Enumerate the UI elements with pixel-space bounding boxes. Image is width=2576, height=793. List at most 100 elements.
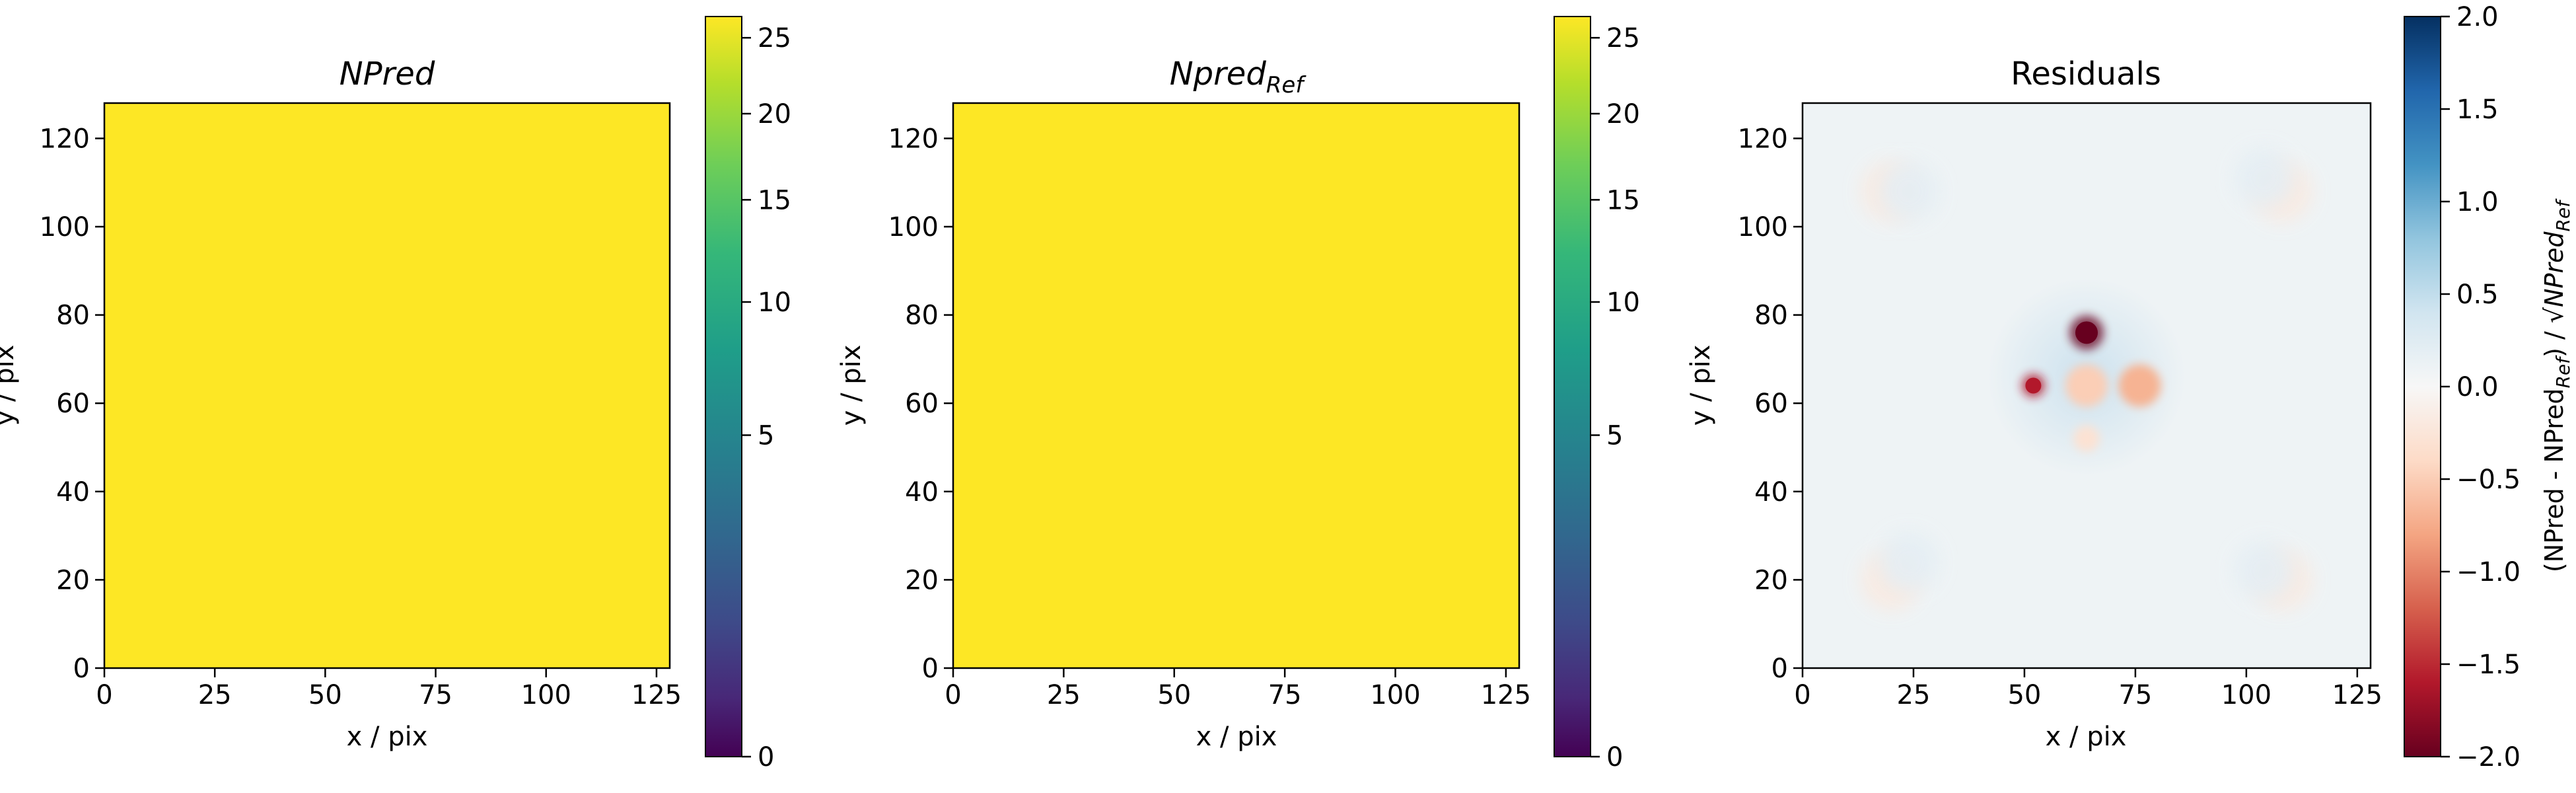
npred-ref-y-axis-label: y / pix xyxy=(836,345,867,426)
npred-ref-y-tick-label: 120 xyxy=(888,124,939,154)
residuals-x-tick-label: 0 xyxy=(1794,680,1810,710)
residuals-y-tick-label: 0 xyxy=(1771,654,1788,684)
npred-ref-x-tick-label: 50 xyxy=(1157,680,1191,710)
npred-x-tick-label: 25 xyxy=(198,680,232,710)
npred-x-tick-label: 50 xyxy=(308,680,342,710)
npred-ref-axes-frame xyxy=(952,102,1521,669)
npred-colorbar-tick-label: 10 xyxy=(758,287,791,318)
npred-x-tick-label: 75 xyxy=(419,680,452,710)
residuals-colorbar-label: (NPred - NPredRef) / √NPredRef xyxy=(2540,198,2574,572)
npred-y-tick-label: 120 xyxy=(40,124,90,154)
npred-ref-colorbar-tick-label: 25 xyxy=(1606,23,1640,54)
residuals-feature-point xyxy=(2073,425,2100,452)
npred-colorbar-ticks: 0 5 10 15 20 25 xyxy=(742,23,791,773)
npred-ref-colorbar-tick-label: 15 xyxy=(1606,185,1640,215)
npred-ref-colorbar-tick-label: 0 xyxy=(1606,742,1623,773)
npred-ref-y-tick-label: 100 xyxy=(888,212,939,243)
npred-colorbar-tick-label: 5 xyxy=(758,421,774,451)
npred-x-tick-label: 125 xyxy=(631,680,682,710)
residuals-y-tick-label: 120 xyxy=(1738,124,1788,154)
residuals-feature-point xyxy=(2065,364,2108,407)
npred-ref-colorbar-tick-label: 10 xyxy=(1606,287,1640,318)
npred-image xyxy=(104,103,670,668)
residuals-y-tick-label: 80 xyxy=(1754,301,1788,331)
npred-ref-colorbar xyxy=(1554,16,1591,757)
npred-y-axis-label: y / pix xyxy=(0,345,20,426)
npred-ref-title: NpredRef xyxy=(1170,56,1307,98)
residuals-colorbar-tick-label: 0.0 xyxy=(2456,372,2499,402)
residuals-axes-frame xyxy=(1801,102,2372,669)
residuals-y-tick-label: 20 xyxy=(1754,565,1788,595)
residuals-feature-point xyxy=(1879,161,1939,221)
residuals-feature-point xyxy=(2025,377,2042,394)
residuals-colorbar-tick-label: 2.0 xyxy=(2456,2,2499,32)
npred-ref-x-tick-label: 125 xyxy=(1481,680,1531,710)
npred-ref-x-tick-label: 0 xyxy=(945,680,961,710)
residuals-colorbar-tick-label: 1.5 xyxy=(2456,94,2499,125)
npred-ref-x-tick-label: 75 xyxy=(1268,680,1302,710)
npred-x-axis-label: x / pix xyxy=(347,722,428,752)
residuals-x-tick-label: 50 xyxy=(2007,680,2041,710)
npred-ref-title-subscript: Ref xyxy=(1266,72,1307,98)
residuals-title: Residuals xyxy=(2011,56,2161,93)
residuals-x-tick-label: 125 xyxy=(2332,680,2382,710)
residuals-colorbar-tick-label: −1.5 xyxy=(2456,650,2521,680)
residuals-colorbar-tick-label: 1.0 xyxy=(2456,187,2499,217)
npred-x-ticks: 0 25 50 75 100 125 xyxy=(96,668,682,710)
npred-y-tick-label: 20 xyxy=(56,565,90,595)
residuals-feature-point xyxy=(2234,148,2294,208)
npred-title: NPred xyxy=(340,56,435,93)
npred-ref-y-ticks: 0 20 40 60 80 100 120 xyxy=(888,124,953,684)
residuals-feature-point xyxy=(2075,321,2098,344)
npred-ref-colorbar-tick-label: 20 xyxy=(1606,99,1640,130)
npred-axes-frame xyxy=(103,102,671,669)
npred-ref-y-tick-label: 0 xyxy=(922,654,939,684)
npred-colorbar-tick-label: 25 xyxy=(758,23,791,54)
npred-ref-x-ticks: 0 25 50 75 100 125 xyxy=(945,668,1531,710)
npred-x-tick-label: 100 xyxy=(521,680,571,710)
residuals-x-tick-label: 75 xyxy=(2118,680,2152,710)
residuals-features xyxy=(1861,148,2312,610)
npred-ref-x-tick-label: 25 xyxy=(1047,680,1081,710)
npred-colorbar-tick-label: 0 xyxy=(758,742,774,773)
residuals-x-tick-label: 25 xyxy=(1897,680,1931,710)
residuals-y-tick-label: 100 xyxy=(1738,212,1788,243)
npred-ref-y-tick-label: 40 xyxy=(905,477,939,508)
residuals-y-axis-label: y / pix xyxy=(1686,345,1716,426)
npred-y-tick-label: 80 xyxy=(56,301,90,331)
residuals-y-tick-label: 60 xyxy=(1754,389,1788,419)
npred-ref-colorbar-tick-label: 5 xyxy=(1606,421,1623,451)
residuals-colorbar xyxy=(2404,16,2441,757)
residuals-colorbar-label-text: (NPred - NPredRef) / √NPredRef xyxy=(2540,198,2574,572)
npred-x-tick-label: 0 xyxy=(96,680,112,710)
npred-ref-y-tick-label: 60 xyxy=(905,389,939,419)
npred-y-tick-label: 40 xyxy=(56,477,90,508)
npred-ref-x-tick-label: 100 xyxy=(1370,680,1420,710)
npred-ref-image xyxy=(953,103,1519,668)
npred-y-tick-label: 100 xyxy=(40,212,90,243)
residuals-x-ticks: 0 25 50 75 100 125 xyxy=(1794,668,2382,710)
residuals-colorbar-tick-label: −0.5 xyxy=(2456,465,2521,495)
npred-ref-title-main: Npred xyxy=(1170,56,1267,93)
residuals-feature-point xyxy=(2118,364,2161,407)
npred-colorbar xyxy=(705,16,742,757)
npred-y-tick-label: 60 xyxy=(56,389,90,419)
npred-y-tick-label: 0 xyxy=(73,654,90,684)
npred-ref-y-tick-label: 80 xyxy=(905,301,939,331)
npred-ref-y-tick-label: 20 xyxy=(905,565,939,595)
residuals-colorbar-tick-label: −1.0 xyxy=(2456,557,2521,587)
residuals-feature-point xyxy=(2234,541,2294,601)
residuals-y-tick-label: 40 xyxy=(1754,477,1788,508)
residuals-colorbar-ticks: 2.0 1.5 1.0 0.5 0.0 −0.5 −1.0 −1.5 −2.0 xyxy=(2441,2,2521,773)
npred-ref-x-axis-label: x / pix xyxy=(1196,722,1277,752)
npred-ref-colorbar-ticks: 0 5 10 15 20 25 xyxy=(1591,23,1640,773)
residuals-x-axis-label: x / pix xyxy=(2046,722,2127,752)
residuals-panel: Residuals 0 25 50 75 100 125 020406080100120 … xyxy=(1686,2,2574,773)
npred-y-ticks: 0 20 40 60 80 100 120 xyxy=(40,124,104,684)
residuals-colorbar-tick-label: −2.0 xyxy=(2456,742,2521,773)
residuals-y-ticks: 0 20 40 60 80 100 120 xyxy=(1738,124,1803,684)
npred-colorbar-tick-label: 15 xyxy=(758,185,791,215)
